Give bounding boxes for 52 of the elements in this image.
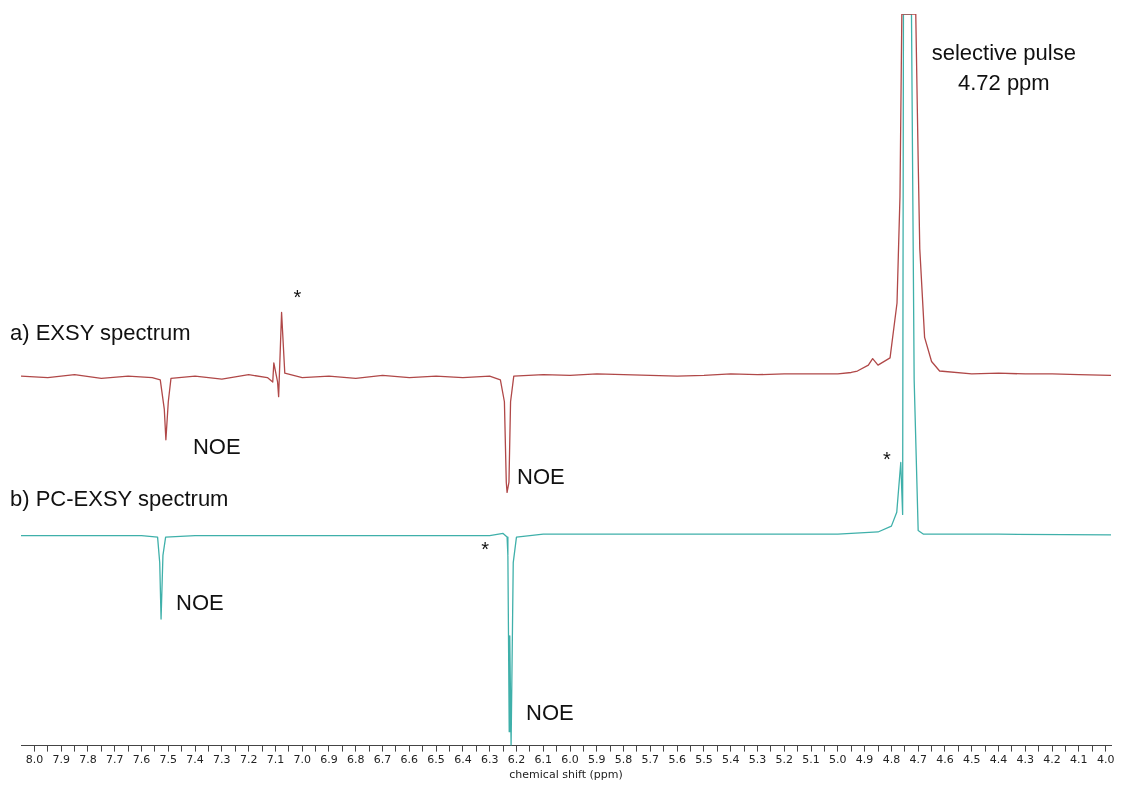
- x-tick-label: 5.8: [614, 753, 633, 767]
- annotation: NOE: [526, 699, 574, 725]
- x-tick-label: 5.1: [802, 753, 820, 767]
- x-tick-label: 4.5: [962, 753, 981, 767]
- x-tick-label: 6.1: [534, 753, 552, 767]
- x-tick-label: 8.0: [25, 753, 44, 767]
- x-tick-label: 7.4: [186, 753, 204, 767]
- x-tick-label: 6.2: [507, 753, 526, 767]
- x-tick-label: 4.7: [909, 753, 927, 767]
- x-tick-label: 7.5: [159, 753, 178, 767]
- x-tick-label: 7.1: [266, 753, 285, 767]
- x-tick-label: 5.0: [829, 753, 847, 767]
- x-tick-label: 6.6: [400, 753, 419, 767]
- x-tick-label: 7.6: [132, 753, 151, 767]
- annotation: *: [293, 286, 302, 309]
- x-tick-label: 5.3: [748, 753, 767, 767]
- x-tick-label: 4.8: [882, 753, 901, 767]
- x-tick-label: 7.2: [239, 753, 258, 767]
- annotation: NOE: [192, 433, 241, 459]
- x-tick-label: 6.7: [373, 753, 392, 767]
- x-tick-label: 5.7: [641, 753, 660, 767]
- x-axis-title: chemical shift (ppm): [509, 768, 623, 782]
- series-label: a) EXSY spectrum: [10, 320, 191, 346]
- annotation: NOE: [517, 463, 565, 489]
- x-tick-label: 4.2: [1043, 753, 1061, 767]
- x-tick-label: 7.8: [79, 753, 97, 767]
- x-tick-label: 4.9: [855, 753, 874, 767]
- annotation: selective pulse 4.72 ppm: [931, 40, 1076, 96]
- x-tick-label: 6.9: [320, 753, 338, 767]
- x-tick-label: 7.0: [293, 753, 311, 767]
- annotation: *: [882, 447, 891, 470]
- x-tick-label: 6.0: [561, 753, 579, 767]
- x-tick-label: 4.3: [1016, 753, 1035, 767]
- x-tick-label: 7.7: [105, 753, 124, 767]
- x-tick-label: 6.5: [427, 753, 445, 767]
- x-tick-label: 6.8: [347, 753, 365, 767]
- x-tick-label: 4.4: [989, 753, 1008, 767]
- x-tick-label: 6.4: [454, 753, 472, 767]
- x-tick-label: 5.5: [695, 753, 713, 767]
- series-label: b) PC-EXSY spectrum: [10, 485, 229, 511]
- x-tick-label: 7.3: [213, 753, 231, 767]
- x-tick-label: 6.3: [480, 753, 499, 767]
- x-tick-label: 4.1: [1070, 753, 1088, 767]
- x-tick-label: 5.9: [588, 753, 606, 767]
- x-tick-label: 5.6: [668, 753, 686, 767]
- x-tick-label: 7.9: [52, 753, 70, 767]
- annotation: NOE: [176, 590, 224, 616]
- annotation: *: [481, 538, 490, 561]
- x-tick-label: 5.2: [775, 753, 794, 767]
- x-tick-label: 5.4: [721, 753, 740, 767]
- x-tick-label: 4.6: [936, 753, 954, 767]
- x-tick-label: 4.0: [1096, 753, 1115, 767]
